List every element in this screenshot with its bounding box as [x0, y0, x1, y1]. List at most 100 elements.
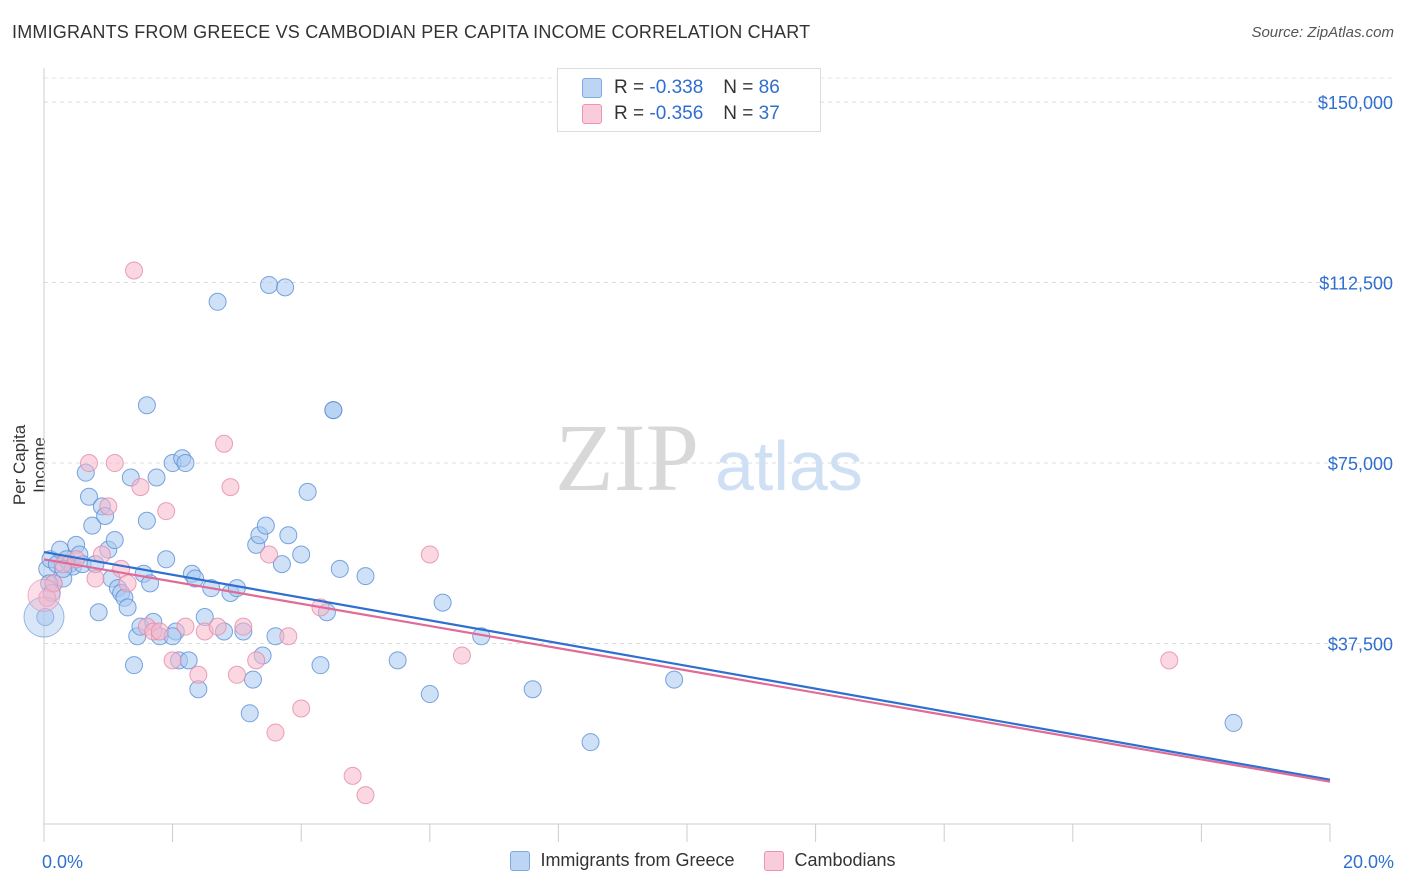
source-note: Source: ZipAtlas.com	[1251, 24, 1394, 41]
point-cambodian	[227, 665, 246, 684]
point-greece	[89, 603, 108, 622]
bottom-legend: Immigrants from Greece Cambodians	[0, 850, 1406, 871]
point-cambodian	[260, 545, 279, 564]
point-cambodian	[176, 617, 195, 636]
point-greece	[279, 526, 298, 545]
point-greece	[1224, 713, 1243, 732]
axes	[43, 68, 1331, 842]
point-greece	[208, 292, 227, 311]
point-cambodian	[86, 569, 105, 588]
watermark: ZIP atlas	[555, 404, 863, 511]
point-greece	[665, 670, 684, 689]
point-greece	[157, 550, 176, 569]
point-greece	[330, 559, 349, 578]
y-tick-label: $37,500	[1328, 635, 1393, 655]
stats-n-value: 86	[758, 77, 780, 98]
point-greece	[176, 454, 195, 473]
point-greece	[105, 531, 124, 550]
series-greece-points	[23, 275, 1243, 752]
point-greece	[83, 516, 102, 535]
point-cambodian	[356, 786, 375, 805]
stats-r-label: R =	[614, 77, 645, 98]
point-greece	[298, 482, 317, 501]
point-cambodian	[343, 766, 362, 785]
point-greece	[433, 593, 452, 612]
stats-r-value: -0.356	[649, 103, 704, 124]
point-greece	[420, 685, 439, 704]
stats-r-value: -0.338	[649, 77, 704, 98]
legend-item-greece[interactable]: Immigrants from Greece	[510, 850, 734, 871]
point-cambodian	[279, 627, 298, 646]
stats-r-label: R =	[614, 103, 645, 124]
point-cambodian	[118, 574, 137, 593]
x-tick-label-min: 0.0%	[42, 852, 84, 872]
x-tick-label-max: 20.0%	[1342, 852, 1394, 872]
trend-line-greece	[43, 550, 1331, 781]
point-greece	[125, 656, 144, 675]
point-cambodian	[452, 646, 471, 665]
watermark-zip: ZIP	[555, 404, 699, 511]
stats-n-label: N =	[723, 103, 754, 124]
legend-label-cambodian: Cambodians	[794, 850, 896, 870]
stats-n-label: N =	[723, 77, 754, 98]
point-greece	[147, 468, 166, 487]
point-greece	[311, 656, 330, 675]
series-cambodian-points	[27, 261, 1179, 805]
chart-title: IMMIGRANTS FROM GREECE VS CAMBODIAN PER …	[12, 22, 811, 42]
point-greece	[324, 401, 343, 420]
point-cambodian	[80, 454, 99, 473]
point-greece	[137, 511, 156, 530]
point-greece	[118, 598, 137, 617]
point-greece	[240, 704, 259, 723]
point-cambodian	[215, 434, 234, 453]
point-greece	[356, 567, 375, 586]
trend-lines	[43, 550, 1331, 783]
point-greece	[292, 545, 311, 564]
stats-row-cambodian: R = -0.356 N = 37	[582, 102, 780, 126]
point-cambodian	[150, 622, 169, 641]
point-cambodian	[247, 651, 266, 670]
legend-item-cambodian[interactable]: Cambodians	[764, 850, 896, 871]
legend-swatch-greece	[510, 850, 531, 871]
point-cambodian	[105, 454, 124, 473]
point-cambodian	[189, 665, 208, 684]
point-greece	[179, 651, 198, 670]
point-greece	[276, 278, 295, 297]
point-greece	[581, 733, 600, 752]
point-cambodian	[1160, 651, 1179, 670]
point-greece	[36, 608, 55, 627]
point-greece	[523, 680, 542, 699]
watermark-atlas: atlas	[715, 427, 863, 505]
trend-line-cambodian	[43, 558, 1331, 783]
stats-n-value: 37	[758, 103, 780, 124]
point-greece	[256, 516, 275, 535]
legend-label-greece: Immigrants from Greece	[540, 850, 735, 870]
y-tick-label: $150,000	[1318, 93, 1393, 113]
y-tick-labels: $37,500 $75,000 $112,500 $150,000	[1318, 93, 1393, 654]
y-tick-label: $112,500	[1319, 274, 1393, 294]
point-greece	[243, 670, 262, 689]
stats-row-greece: R = -0.338 N = 86	[582, 76, 780, 100]
point-cambodian	[157, 502, 176, 521]
stats-swatch-greece	[582, 78, 602, 98]
point-greece	[137, 396, 156, 415]
point-greece	[260, 275, 279, 294]
point-cambodian	[292, 699, 311, 718]
stats-legend: R = -0.338 N = 86 R = -0.356 N = 37	[557, 68, 821, 132]
point-cambodian	[131, 478, 150, 497]
point-cambodian	[99, 497, 118, 516]
point-cambodian	[234, 617, 253, 636]
stats-swatch-cambodian	[582, 104, 602, 124]
point-cambodian	[266, 723, 285, 742]
point-cambodian	[420, 545, 439, 564]
point-cambodian	[125, 261, 144, 280]
gridlines	[44, 77, 1395, 645]
point-greece	[80, 487, 99, 506]
point-cambodian	[221, 478, 240, 497]
point-greece	[272, 555, 291, 574]
point-cambodian	[163, 651, 182, 670]
point-cambodian-cluster	[27, 578, 61, 612]
point-cambodian	[208, 617, 227, 636]
point-greece	[388, 651, 407, 670]
